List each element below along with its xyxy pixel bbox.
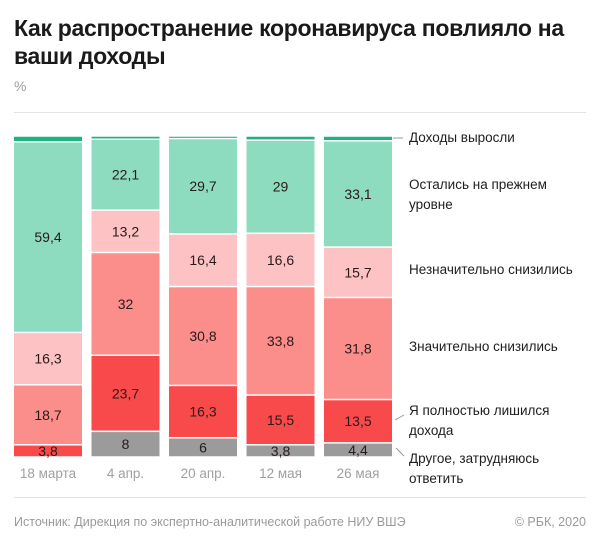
data-label-other: 6 [199,439,207,455]
bar-segment-grew [169,136,237,138]
bar-segment-grew [14,136,82,142]
data-label-slight: 13,2 [112,223,139,239]
legend-leader-other [395,447,405,457]
data-label-lost: 16,3 [189,404,216,420]
bar-segment-much [324,298,392,399]
data-label-lost: 15,5 [267,412,294,428]
data-label-other: 4,4 [348,442,368,458]
bar-segment-lost [324,400,392,443]
data-label-much: 31,8 [344,341,371,357]
bar-segment-slight [14,333,82,385]
data-label-slight: 16,3 [34,351,61,367]
data-label-lost: 23,7 [112,385,139,401]
data-label-much: 30,8 [189,328,216,344]
data-label-same: 29 [273,179,289,195]
data-label-lost: 13,5 [344,413,371,429]
top-divider [14,112,586,113]
bar-segment-slight [324,247,392,297]
bar-segment-grew [324,136,392,141]
bar-segment-grew [246,136,315,140]
legend-leader-lost [394,414,405,421]
data-label-same: 33,1 [344,186,371,202]
bar-segment-lost [14,445,82,457]
legend-label-same: Остались на прежнем [409,177,547,192]
bar-segment-other [246,445,315,457]
legend-label-much: Значительно снизились [409,339,558,354]
data-label-same: 22,1 [112,167,139,183]
bar-segment-same [246,140,315,233]
bar-segment-lost [91,355,160,431]
data-label-other: 8 [122,436,130,452]
bar-segment-other [324,443,392,457]
data-label-slight: 15,7 [344,264,371,280]
legend-label-lost: Я полностью лишился [409,403,549,418]
data-label-same: 29,7 [189,178,216,194]
x-tick-label: 4 апр. [107,466,144,481]
data-label-slight: 16,4 [189,252,216,268]
bar-segment-lost [169,386,237,437]
bar-segment-much [91,253,160,355]
legend-label-grew: Доходы выросли [409,130,515,145]
bar-segment-much [246,287,315,395]
bottom-divider [14,497,586,498]
legend-label-other: Другое, затрудняюсь [409,451,539,466]
bar-segment-slight [246,234,315,286]
bar-segment-same [91,139,160,210]
legend-label-same: уровне [409,197,453,212]
data-label-same: 59,4 [34,229,61,245]
data-label-much: 18,7 [34,407,61,423]
source-note: Источник: Дирекция по экспертно-аналитич… [14,515,406,529]
bar-segment-slight [91,210,160,252]
x-tick-label: 12 мая [259,466,302,481]
chart-title: Как распространение коронавируса повлиял… [14,15,564,69]
bar-segment-grew [91,136,160,139]
bar-segment-same [14,142,82,332]
data-label-slight: 16,6 [267,252,294,268]
data-label-much: 32 [118,296,134,312]
data-label-other: 3,8 [271,443,291,459]
data-label-much: 33,8 [267,333,294,349]
legend-label-slight: Незначительно снизились [409,262,573,277]
unit-label: % [14,78,27,94]
copyright: © РБК, 2020 [514,515,586,529]
bar-segment-much [169,287,237,385]
x-tick-label: 20 апр. [181,466,226,481]
x-tick-label: 18 марта [20,466,77,481]
legend-label-other: ответить [409,471,463,486]
bar-segment-other [169,438,237,457]
bar-segment-lost [246,395,315,445]
bar-segment-much [14,385,82,445]
bar-segment-slight [169,234,237,286]
data-label-lost: 3,8 [38,443,58,459]
bar-segment-other [91,432,160,457]
bar-segment-same [324,141,392,247]
bar-segment-same [169,139,237,234]
x-tick-label: 26 мая [337,466,380,481]
legend-label-lost: дохода [409,423,454,438]
